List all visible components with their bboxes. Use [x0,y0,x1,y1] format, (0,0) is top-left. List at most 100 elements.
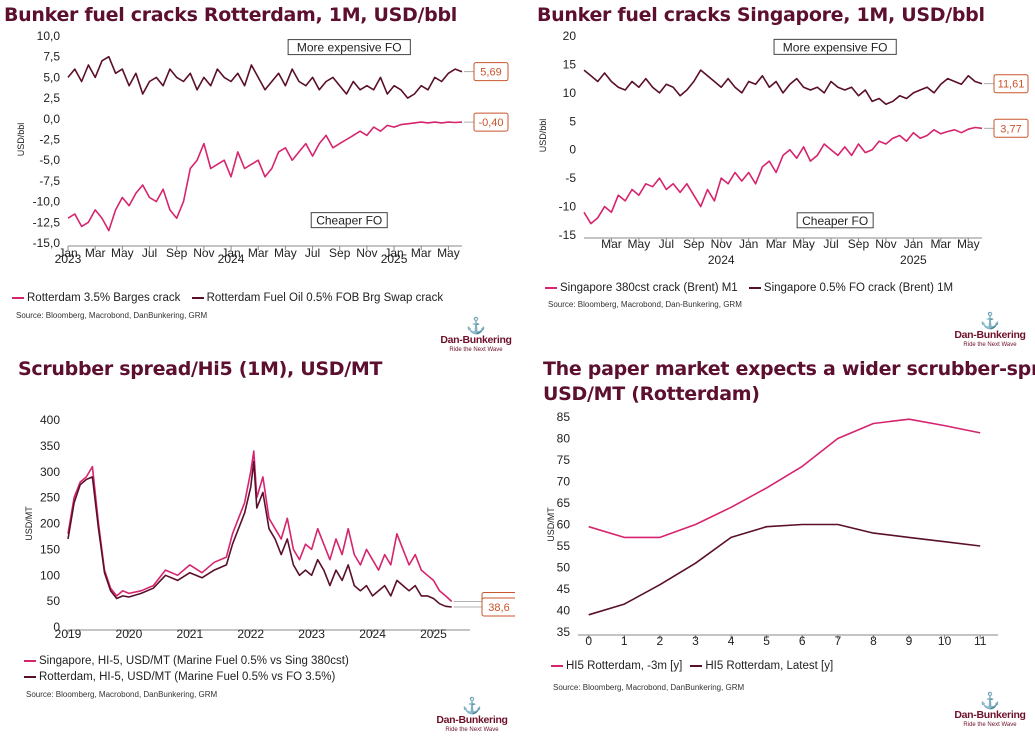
rotterdam-year-label: 2024 [218,252,245,266]
paper-xtick-label: 5 [763,634,770,648]
rotterdam-end-label-box [473,62,509,82]
rotterdam-xtick-label: May [274,246,297,260]
paper-ytick-label: 85 [557,410,571,424]
rotterdam-ytick-label: 5,0 [43,70,60,84]
scrubber-ytick-label: 350 [40,439,60,453]
singapore-year-label: 2025 [900,253,927,267]
scrubber-ytick-label: 150 [40,542,60,556]
rotterdam-xtick-label: Sep [166,246,188,260]
ship-drop-icon: ⚓ [980,693,1000,710]
paper-xtick-label: 9 [906,634,913,648]
paper-ytick-label: 75 [557,453,571,467]
scrubber-ytick-label: 300 [40,465,60,479]
paper-legend-label-2: HI5 Rotterdam, Latest [y] [705,660,834,672]
scrubber-legend-label-2: Rotterdam, HI-5, USD/MT (Marine Fuel 0.5… [39,671,336,683]
rotterdam-ytick-label: -10,0 [33,195,61,209]
paper-ytick-label: 50 [557,561,571,575]
paper-legend-item-2: HI5 Rotterdam, Latest [y] [690,660,833,672]
singapore-ytick-label: -15 [559,228,577,242]
paper-ytick-label: 35 [557,625,571,639]
paper-xtick-label: 11 [974,634,987,648]
paper-legend-label-1: HI5 Rotterdam, -3m [y] [566,660,683,672]
singapore-annotation-text: Cheaper FO [802,214,868,228]
scrubber-source: Source: Bloomberg, Macrobond, DanBunkeri… [26,690,218,699]
logo-3: ⚓ Dan-Bunkering Ride the Next Wave [432,698,512,734]
rotterdam-xtick-label: Mar [85,246,106,260]
singapore-ytick-label: 15 [563,57,577,71]
paper-ytick-label: 65 [557,496,571,510]
paper-xtick-label: 3 [692,634,699,648]
singapore-xtick-label: Nov [711,237,732,251]
scrubber-series-line-1 [67,450,453,603]
logo-tagline: Ride the Next Wave [445,727,499,733]
rotterdam-ytick-label: 7,5 [43,50,60,64]
logo-2: ⚓ Dan-Bunkering Ride the Next Wave [950,313,1030,349]
rotterdam-xtick-label: Jul [305,246,320,260]
singapore-xtick-label: Jan [904,237,923,251]
singapore-ytick-label: 5 [569,114,576,128]
paper-source: Source: Bloomberg, Macrobond, DanBunkeri… [553,683,745,692]
rotterdam-xtick-label: May [437,246,460,260]
rotterdam-ytick-label: -15,0 [33,236,61,250]
scrubber-ytick-label: 400 [40,413,60,427]
logo-1: ⚓ Dan-Bunkering Ride the Next Wave [436,319,516,354]
singapore-xtick-label: May [792,237,815,251]
scrubber-legend-label-1: Singapore, HI-5, USD/MT (Marine Fuel 0.5… [39,655,349,667]
paper-ytick-label: 45 [557,582,571,596]
singapore-xtick-label: Jul [659,237,674,251]
scrubber-legend-item-1: Singapore, HI-5, USD/MT (Marine Fuel 0.5… [24,653,349,669]
rotterdam-legend-label-1: Rotterdam 3.5% Barges crack [27,292,181,304]
rotterdam-annotation-box [287,39,411,56]
singapore-legend-label-1: Singapore 380cst crack (Brent) M1 [560,282,738,294]
scrubber-ytick-label: 50 [47,594,61,608]
singapore-xtick-label: Jul [823,237,838,251]
paper-ytick-label: 60 [557,518,571,532]
scrubber-xtick-label: 2024 [359,627,386,641]
rotterdam-ytick-label: 2,5 [43,91,60,105]
singapore-legend-item-1: Singapore 380cst crack (Brent) M1 [545,282,738,294]
singapore-ytick-label: 0 [569,143,576,157]
logo-name: Dan-Bunkering [440,334,512,346]
singapore-ytick-label: -5 [565,171,576,185]
rotterdam-legend: Rotterdam 3.5% Barges crack Rotterdam Fu… [12,290,451,304]
singapore-xtick-label: Mar [930,237,951,251]
rotterdam-end-label-2: 5,69 [480,67,501,79]
singapore-ytick-label: 10 [563,86,577,100]
logo-tagline: Ride the Next Wave [449,347,503,353]
singapore-chart: 20 15 10 5 0 -5 -10 -15 USD/bbl Mar May Jul Sep Nov Ja… [538,29,1029,267]
paper-ylabel: USD/MT [546,507,556,542]
scrubber-chart: 400 350 300 250 200 150 100 50 0 USD/MT 2019 2020 20… [24,413,515,641]
scrubber-xtick-label: 2022 [237,627,264,641]
paper-xtick-label: 2 [657,634,664,648]
singapore-xtick-label: Jan [739,237,758,251]
singapore-annotation-text: More expensive FO [783,40,888,54]
rotterdam-annotation-text: Cheaper FO [316,214,382,228]
paper-xtick-label: 10 [938,634,952,648]
logo-name: Dan-Bunkering [436,714,508,726]
rotterdam-end-label-1: -0,40 [478,117,503,129]
paper-xtick-label: 8 [870,634,877,648]
rotterdam-chart-title: Bunker fuel cracks Rotterdam, 1M, USD/bb… [4,4,457,26]
paper-xtick-label: 7 [834,634,841,648]
rotterdam-xtick-label: Mar [248,246,269,260]
scrubber-ylabel: USD/MT [24,506,34,541]
scrubber-chart-title: Scrubber spread/Hi5 (1M), USD/MT [18,358,383,380]
scrubber-xtick-label: 2019 [55,627,82,641]
singapore-end-label-box [993,118,1029,138]
singapore-series-line-2 [583,69,983,105]
rotterdam-ytick-label: -7,5 [39,174,60,188]
rotterdam-chart: 10,0 7,5 5,0 2,5 0,0 -2,5 -5,0 -7,5 -10,0 -12,5 -1… [16,29,509,266]
paper-series-line-2 [588,523,981,616]
singapore-ytick-label: 20 [563,29,577,43]
scrubber-ytick-label: 200 [40,517,60,531]
ship-drop-icon: ⚓ [462,698,482,715]
singapore-series-line-1 [583,126,983,225]
scrubber-end-label-2: 38,6 [488,602,509,614]
rotterdam-ytick-label: 0,0 [43,112,60,126]
rotterdam-xtick-label: Sep [329,246,351,260]
logo-name: Dan-Bunkering [954,329,1026,341]
rotterdam-xtick-label: May [111,246,134,260]
logo-name: Dan-Bunkering [954,709,1026,721]
paper-xtick-label: 1 [621,634,628,648]
ship-drop-icon: ⚓ [980,313,1000,330]
